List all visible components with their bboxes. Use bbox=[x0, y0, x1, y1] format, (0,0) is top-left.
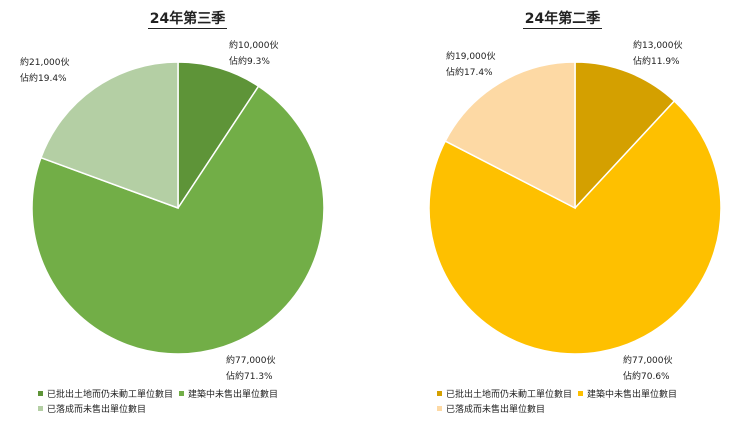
slice-completed bbox=[444, 61, 576, 210]
legend-item-under-construction: 建築中未售出單位數目 bbox=[179, 387, 278, 400]
slice-unstarted bbox=[177, 61, 260, 211]
slice-label-under-construction: 約77,000伙 佔約70.6% bbox=[623, 356, 673, 382]
chart-title: 24年第二季 bbox=[522, 11, 603, 29]
chart-title: 24年第三季 bbox=[147, 11, 228, 29]
legend: 已批出土地而仍未動工單位數目 建築中未售出單位數目 已落成而未售出單位數目 bbox=[38, 386, 284, 416]
legend-swatch bbox=[38, 391, 43, 396]
legend-item-under-construction: 建築中未售出單位數目 bbox=[578, 387, 677, 400]
pie-chart-q2 bbox=[428, 61, 722, 355]
legend-swatch bbox=[179, 391, 185, 396]
legend-swatch bbox=[38, 406, 43, 411]
slice-unstarted bbox=[574, 61, 676, 210]
legend-item-completed: 已落成而未售出單位數目 bbox=[38, 402, 146, 415]
slice-under-construction bbox=[31, 85, 325, 355]
chart-q2-panel: 24年第二季 約13,000伙 佔約11.9% 約19,000伙 佔約17.4%… bbox=[375, 0, 750, 422]
legend-item-unstarted: 已批出土地而仍未動工單位數目 bbox=[38, 387, 173, 400]
slice-label-unstarted: 約13,000伙 佔約11.9% bbox=[633, 41, 683, 67]
legend: 已批出土地而仍未動工單位數目 建築中未售出單位數目 已落成而未售出單位數目 bbox=[437, 386, 683, 416]
chart-q3-panel: 24年第三季 約10,000伙 佔約9.3% 約21,000伙 佔約19.4% … bbox=[20, 11, 325, 416]
legend-swatch bbox=[437, 391, 442, 396]
legend-item-unstarted: 已批出土地而仍未動工單位數目 bbox=[437, 387, 572, 400]
slice-label-under-construction: 約77,000伙 佔約71.3% bbox=[226, 356, 276, 382]
legend-item-completed: 已落成而未售出單位數目 bbox=[437, 402, 545, 415]
slice-under-construction bbox=[428, 99, 722, 355]
slice-label-unstarted: 約10,000伙 佔約9.3% bbox=[229, 41, 279, 67]
slice-completed bbox=[39, 61, 179, 210]
slice-label-completed: 約19,000伙 佔約17.4% bbox=[446, 52, 496, 78]
slice-label-completed: 約21,000伙 佔約19.4% bbox=[20, 58, 70, 84]
legend-swatch bbox=[437, 406, 442, 411]
legend-swatch bbox=[578, 391, 584, 396]
pie-chart-q3 bbox=[31, 61, 325, 355]
